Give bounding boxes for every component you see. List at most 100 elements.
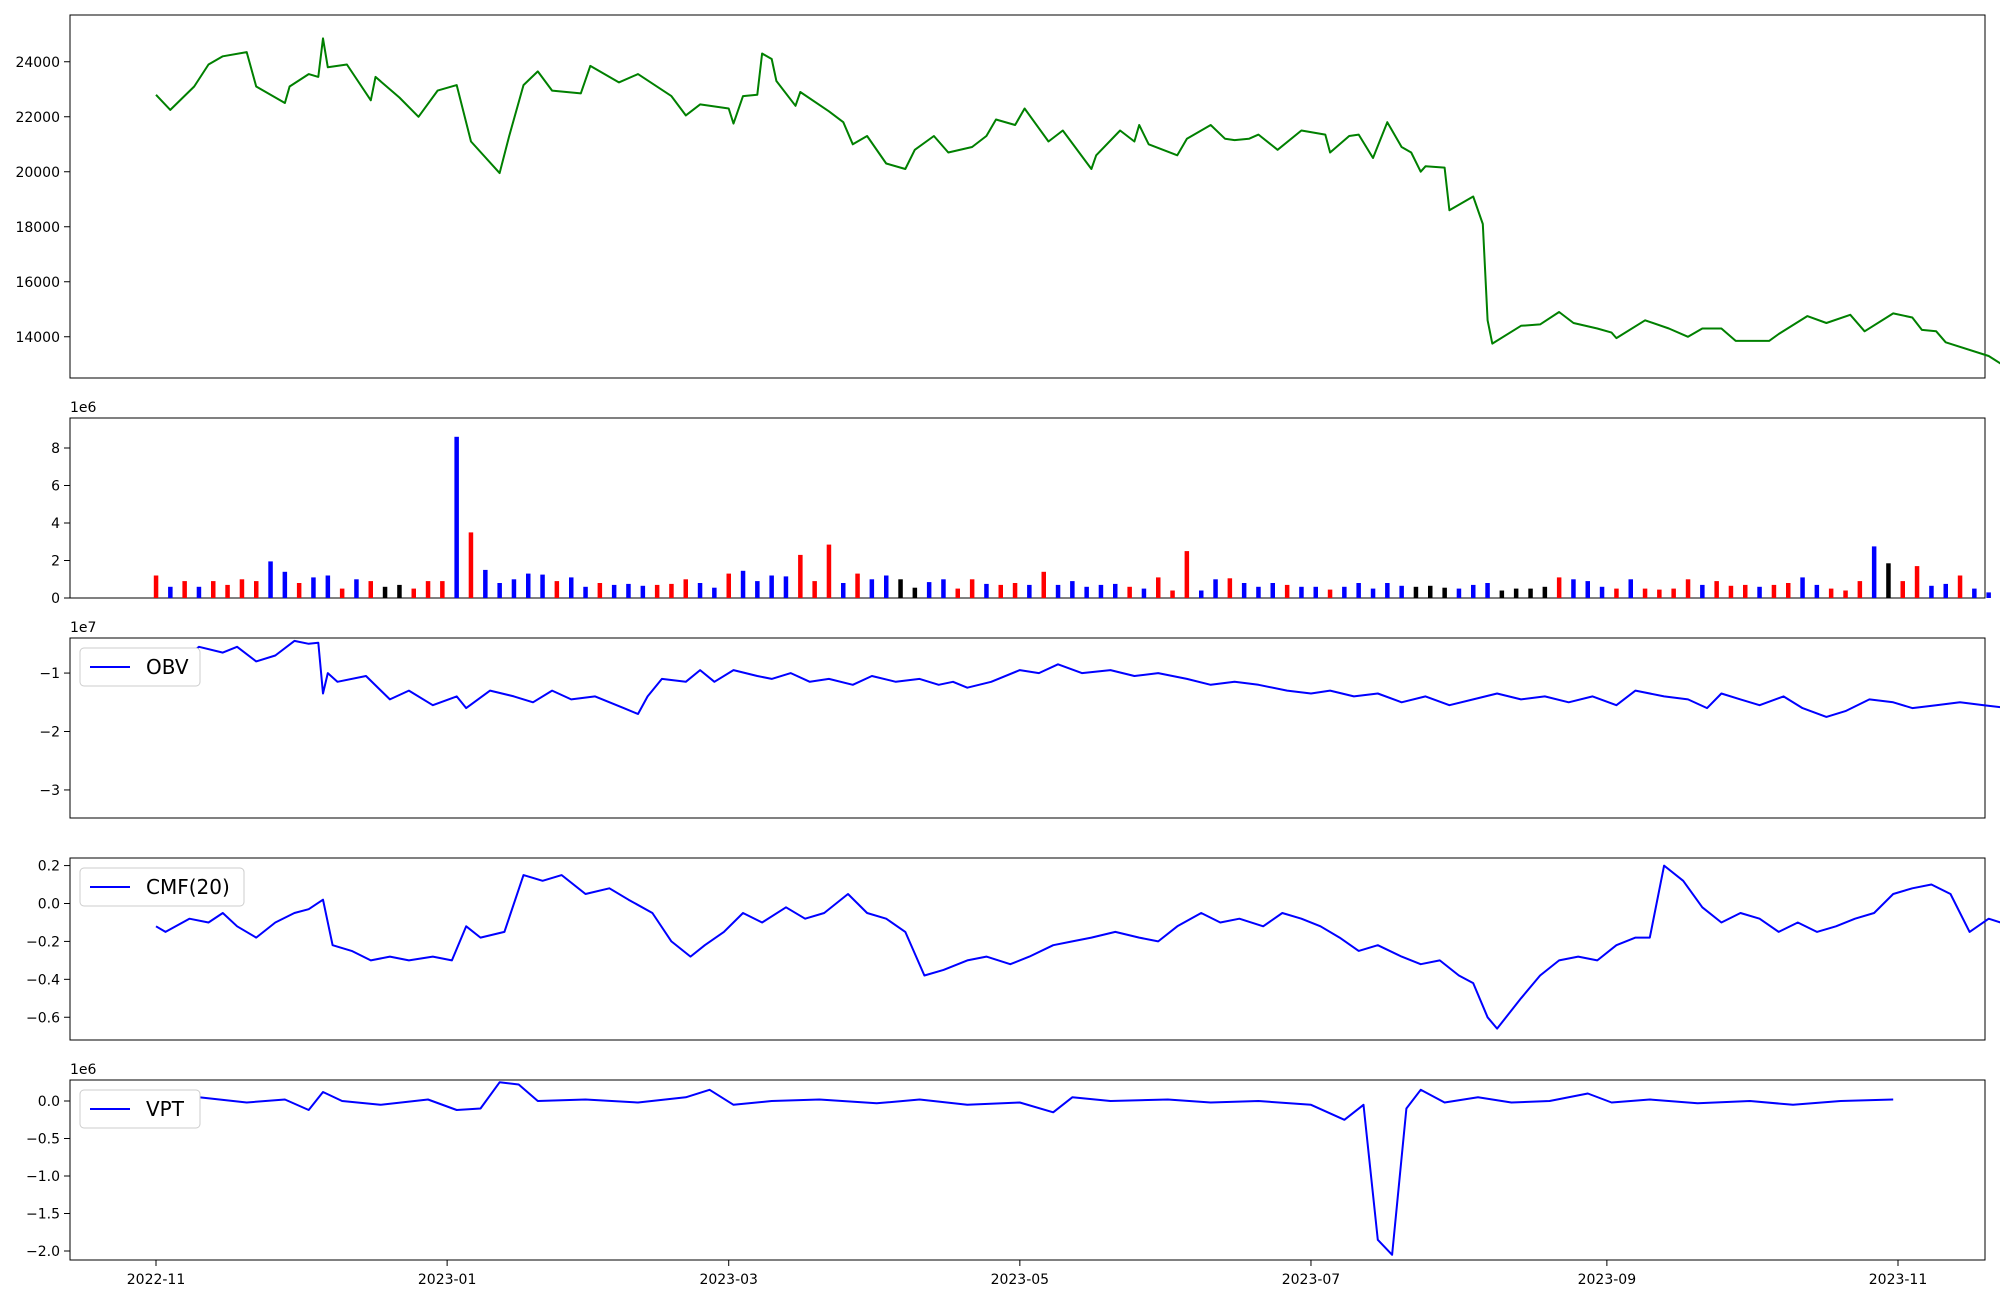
- volume-bar: [254, 581, 259, 598]
- volume-bar: [697, 583, 703, 598]
- volume-bar: [1671, 588, 1676, 598]
- y-tick-label: 0.0: [38, 1094, 60, 1110]
- volume-bar: [1513, 588, 1519, 598]
- volume-bar: [1184, 551, 1190, 598]
- volume-bar: [1728, 585, 1734, 598]
- y-tick-label: 6: [51, 479, 60, 495]
- y-tick-label: −0.5: [26, 1132, 60, 1148]
- cmf-axes-frame: [69, 857, 1986, 1041]
- volume-bar: [1943, 583, 1948, 598]
- y-tick-label: 14000: [15, 330, 60, 346]
- x-tick-label: 2023-09: [1578, 1272, 1637, 1288]
- obv-series-line: [155, 639, 2000, 718]
- volume-bar: [1399, 585, 1404, 598]
- volume-bar: [984, 583, 989, 598]
- volume-axes-frame: [69, 417, 1986, 599]
- volume-bar: [511, 579, 517, 599]
- volume-bar: [912, 587, 918, 598]
- y-tick-label: 24000: [15, 55, 60, 71]
- volume-bar: [740, 570, 746, 598]
- volume-bar: [1342, 586, 1347, 599]
- axis-offset-text: 1e6: [70, 1062, 97, 1078]
- volume-bar: [1213, 579, 1218, 599]
- volume-bar: [1055, 584, 1061, 598]
- volume-bar: [1327, 589, 1333, 598]
- volume-bar: [196, 586, 202, 599]
- volume-bar: [926, 582, 932, 598]
- volume-bar: [182, 581, 187, 598]
- y-tick-label: 18000: [15, 220, 60, 236]
- volume-bar: [282, 571, 288, 599]
- y-tick-label: −0.2: [26, 934, 60, 950]
- volume-bar: [1871, 546, 1877, 598]
- volume-bar: [1499, 590, 1505, 598]
- volume-bar: [569, 577, 574, 598]
- volume-bar: [1814, 584, 1820, 598]
- volume-bar: [726, 573, 731, 598]
- volume-bar: [1700, 584, 1705, 598]
- obv-axes-frame: [69, 637, 1986, 819]
- legend-label: VPT: [146, 1097, 185, 1121]
- y-tick-label: −0.6: [26, 1010, 60, 1026]
- volume-bar: [325, 575, 331, 598]
- vpt-axes-frame: [69, 1079, 1986, 1261]
- volume-bar: [1284, 584, 1290, 598]
- volume-bar: [1370, 588, 1376, 598]
- volume-bar: [354, 579, 359, 599]
- x-tick-label: 2023-07: [1282, 1272, 1341, 1288]
- x-tick-label: 2023-05: [991, 1272, 1050, 1288]
- y-tick-label: 0.0: [38, 897, 60, 913]
- volume-bar: [1986, 592, 1991, 598]
- volume-bar: [812, 581, 817, 598]
- legend-label: CMF(20): [146, 875, 230, 899]
- legend-box: [79, 1089, 201, 1129]
- volume-bar: [798, 554, 803, 598]
- volume-bar: [153, 575, 159, 598]
- volume-bar: [969, 579, 975, 599]
- volume-bar: [1957, 575, 1963, 598]
- volume-bar: [1241, 583, 1247, 598]
- volume-bar: [826, 544, 832, 598]
- volume-bar: [1356, 583, 1361, 598]
- volume-bar: [998, 584, 1003, 598]
- volume-bar: [1571, 579, 1576, 599]
- obv-panel: −3 −2 −1 1e7 OBV: [39, 620, 2000, 819]
- volume-bar: [425, 581, 431, 598]
- volume-bar: [1786, 583, 1791, 598]
- volume-bar: [1041, 571, 1046, 599]
- y-tick-label: 20000: [15, 165, 60, 181]
- volume-bar: [1385, 583, 1390, 598]
- y-tick-label: 22000: [15, 110, 60, 126]
- volume-bar: [1685, 579, 1691, 599]
- volume-bar: [1270, 583, 1275, 598]
- volume-bar: [468, 532, 474, 598]
- legend-box: [79, 647, 201, 687]
- volume-bar: [454, 436, 459, 599]
- volume-bar: [1156, 577, 1161, 598]
- volume-bar: [1199, 590, 1204, 598]
- volume-bar: [526, 573, 531, 598]
- axis-offset-text: 1e6: [70, 400, 97, 416]
- volume-bar: [1599, 586, 1605, 599]
- y-tick-label: 2: [51, 554, 60, 570]
- y-tick-label: −2.0: [26, 1244, 60, 1260]
- axis-offset-text: 1e7: [70, 620, 96, 636]
- volume-bar: [1528, 588, 1533, 598]
- x-tick-label: 2023-03: [699, 1272, 758, 1288]
- x-tick-label: 2023-11: [1869, 1272, 1928, 1288]
- volume-bar: [869, 579, 875, 599]
- x-tick-label: 2023-01: [418, 1272, 477, 1288]
- y-tick-label: −1.0: [26, 1169, 60, 1185]
- volume-bar: [640, 585, 646, 598]
- vpt-legend: VPT: [79, 1089, 201, 1129]
- volume-bar: [540, 574, 545, 598]
- volume-bar: [769, 575, 774, 598]
- volume-bar: [1012, 583, 1018, 598]
- cmf-legend: CMF(20): [79, 867, 245, 907]
- volume-bar: [583, 586, 588, 599]
- volume-bar: [1428, 585, 1433, 598]
- volume-bar: [1442, 587, 1447, 598]
- volume-bar: [1113, 583, 1118, 598]
- volume-bar: [554, 581, 560, 598]
- price-panel: 14000 16000 18000 20000 22000 24000: [15, 14, 2000, 379]
